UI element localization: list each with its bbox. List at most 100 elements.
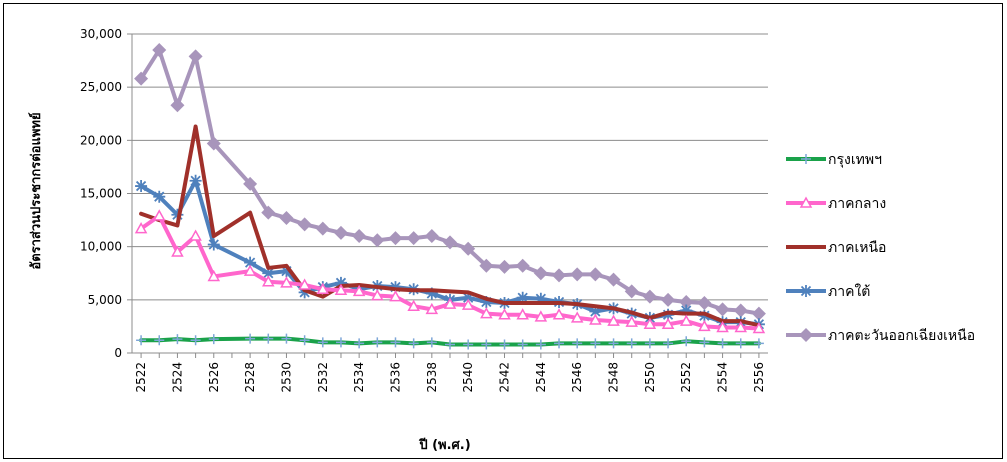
data-point [751, 306, 766, 321]
data-point [498, 308, 511, 320]
series-5 [134, 42, 766, 321]
data-point [333, 225, 348, 240]
series-3 [139, 124, 761, 328]
data-point [154, 335, 165, 346]
data-point [299, 335, 310, 346]
data-point [626, 338, 637, 349]
data-point [588, 267, 603, 282]
data-point [372, 337, 383, 348]
data-point [407, 299, 420, 311]
data-point [697, 296, 712, 311]
data-point [370, 233, 385, 248]
data-point [679, 314, 693, 326]
legend-label: กรุงเทพฯ [828, 152, 882, 168]
x-tick-label: 2522 [134, 362, 148, 393]
x-tick-label: 2524 [170, 362, 184, 393]
data-point [716, 320, 729, 333]
x-tick-label: 2544 [534, 362, 548, 393]
x-tick-label: 2556 [752, 362, 766, 393]
y-tick-label: 5,000 [88, 293, 122, 307]
data-point [316, 282, 330, 294]
data-point [317, 337, 328, 348]
legend: กรุงเทพฯภาคกลางภาคเหนือภาคใต้ภาคตะวันออก… [786, 152, 975, 344]
data-point [608, 338, 619, 349]
data-point [535, 339, 546, 350]
data-point [315, 221, 330, 236]
data-point [516, 308, 529, 320]
data-point [699, 337, 710, 348]
data-point [424, 229, 439, 244]
data-point [371, 289, 384, 301]
series-1 [136, 333, 764, 350]
legend-item: ภาคใต้ [786, 283, 870, 300]
data-point [298, 278, 311, 290]
data-point [479, 258, 494, 273]
data-point [516, 291, 529, 304]
y-tick-label: 30,000 [80, 27, 122, 41]
data-point [280, 265, 293, 278]
data-point [136, 335, 147, 346]
data-point [799, 328, 813, 342]
data-point [189, 174, 202, 187]
data-point [497, 259, 512, 274]
series-group [134, 42, 766, 350]
data-point [189, 229, 202, 241]
data-point [517, 339, 528, 350]
x-tick-label: 2526 [207, 362, 221, 393]
data-point [426, 337, 437, 348]
data-point [715, 302, 730, 317]
data-point [481, 339, 492, 350]
data-point [335, 337, 346, 348]
series-2 [134, 209, 766, 334]
data-point [661, 292, 676, 307]
x-tick-label: 2548 [607, 362, 621, 393]
data-point [152, 42, 167, 57]
data-point [679, 294, 694, 309]
x-tick-label: 2550 [643, 362, 657, 393]
data-point [425, 302, 439, 315]
data-point [644, 338, 655, 349]
data-point [461, 241, 476, 256]
data-point [534, 310, 548, 322]
data-point [534, 292, 547, 305]
data-point [389, 281, 402, 294]
data-point [243, 176, 258, 191]
data-point [607, 314, 620, 326]
data-point [206, 136, 221, 151]
data-point [642, 289, 657, 304]
data-point [515, 258, 530, 273]
data-point [244, 256, 257, 269]
data-point [134, 222, 148, 234]
legend-item: ภาคกลาง [786, 196, 886, 212]
x-tick-label: 2540 [461, 362, 475, 393]
x-tick-label: 2536 [388, 362, 402, 393]
data-point [735, 338, 746, 349]
data-point [643, 317, 657, 330]
data-point [554, 338, 565, 349]
data-point [263, 333, 274, 344]
x-tick-label: 2542 [498, 362, 512, 393]
data-point [590, 338, 601, 349]
data-point [153, 190, 166, 203]
data-point [262, 275, 275, 287]
data-point [207, 238, 220, 251]
data-point [445, 339, 455, 350]
y-tick-label: 25,000 [80, 80, 122, 94]
data-point [406, 231, 421, 246]
data-point [352, 284, 366, 297]
data-point [243, 264, 257, 276]
data-point [733, 303, 748, 318]
data-point [799, 196, 813, 208]
data-point [662, 308, 675, 321]
data-point [170, 98, 185, 113]
data-point [390, 337, 401, 348]
data-point [334, 283, 348, 296]
x-tick-label: 2552 [679, 362, 693, 393]
x-tick-label: 2546 [570, 362, 584, 393]
data-point [533, 266, 548, 281]
line-chart: 0 5,000 10,000 15,000 20,000 25,000 30,000 252… [28, 27, 975, 453]
data-point [462, 291, 475, 304]
legend-label: ภาคใต้ [828, 283, 870, 300]
data-point [698, 319, 711, 332]
data-point [298, 286, 311, 299]
